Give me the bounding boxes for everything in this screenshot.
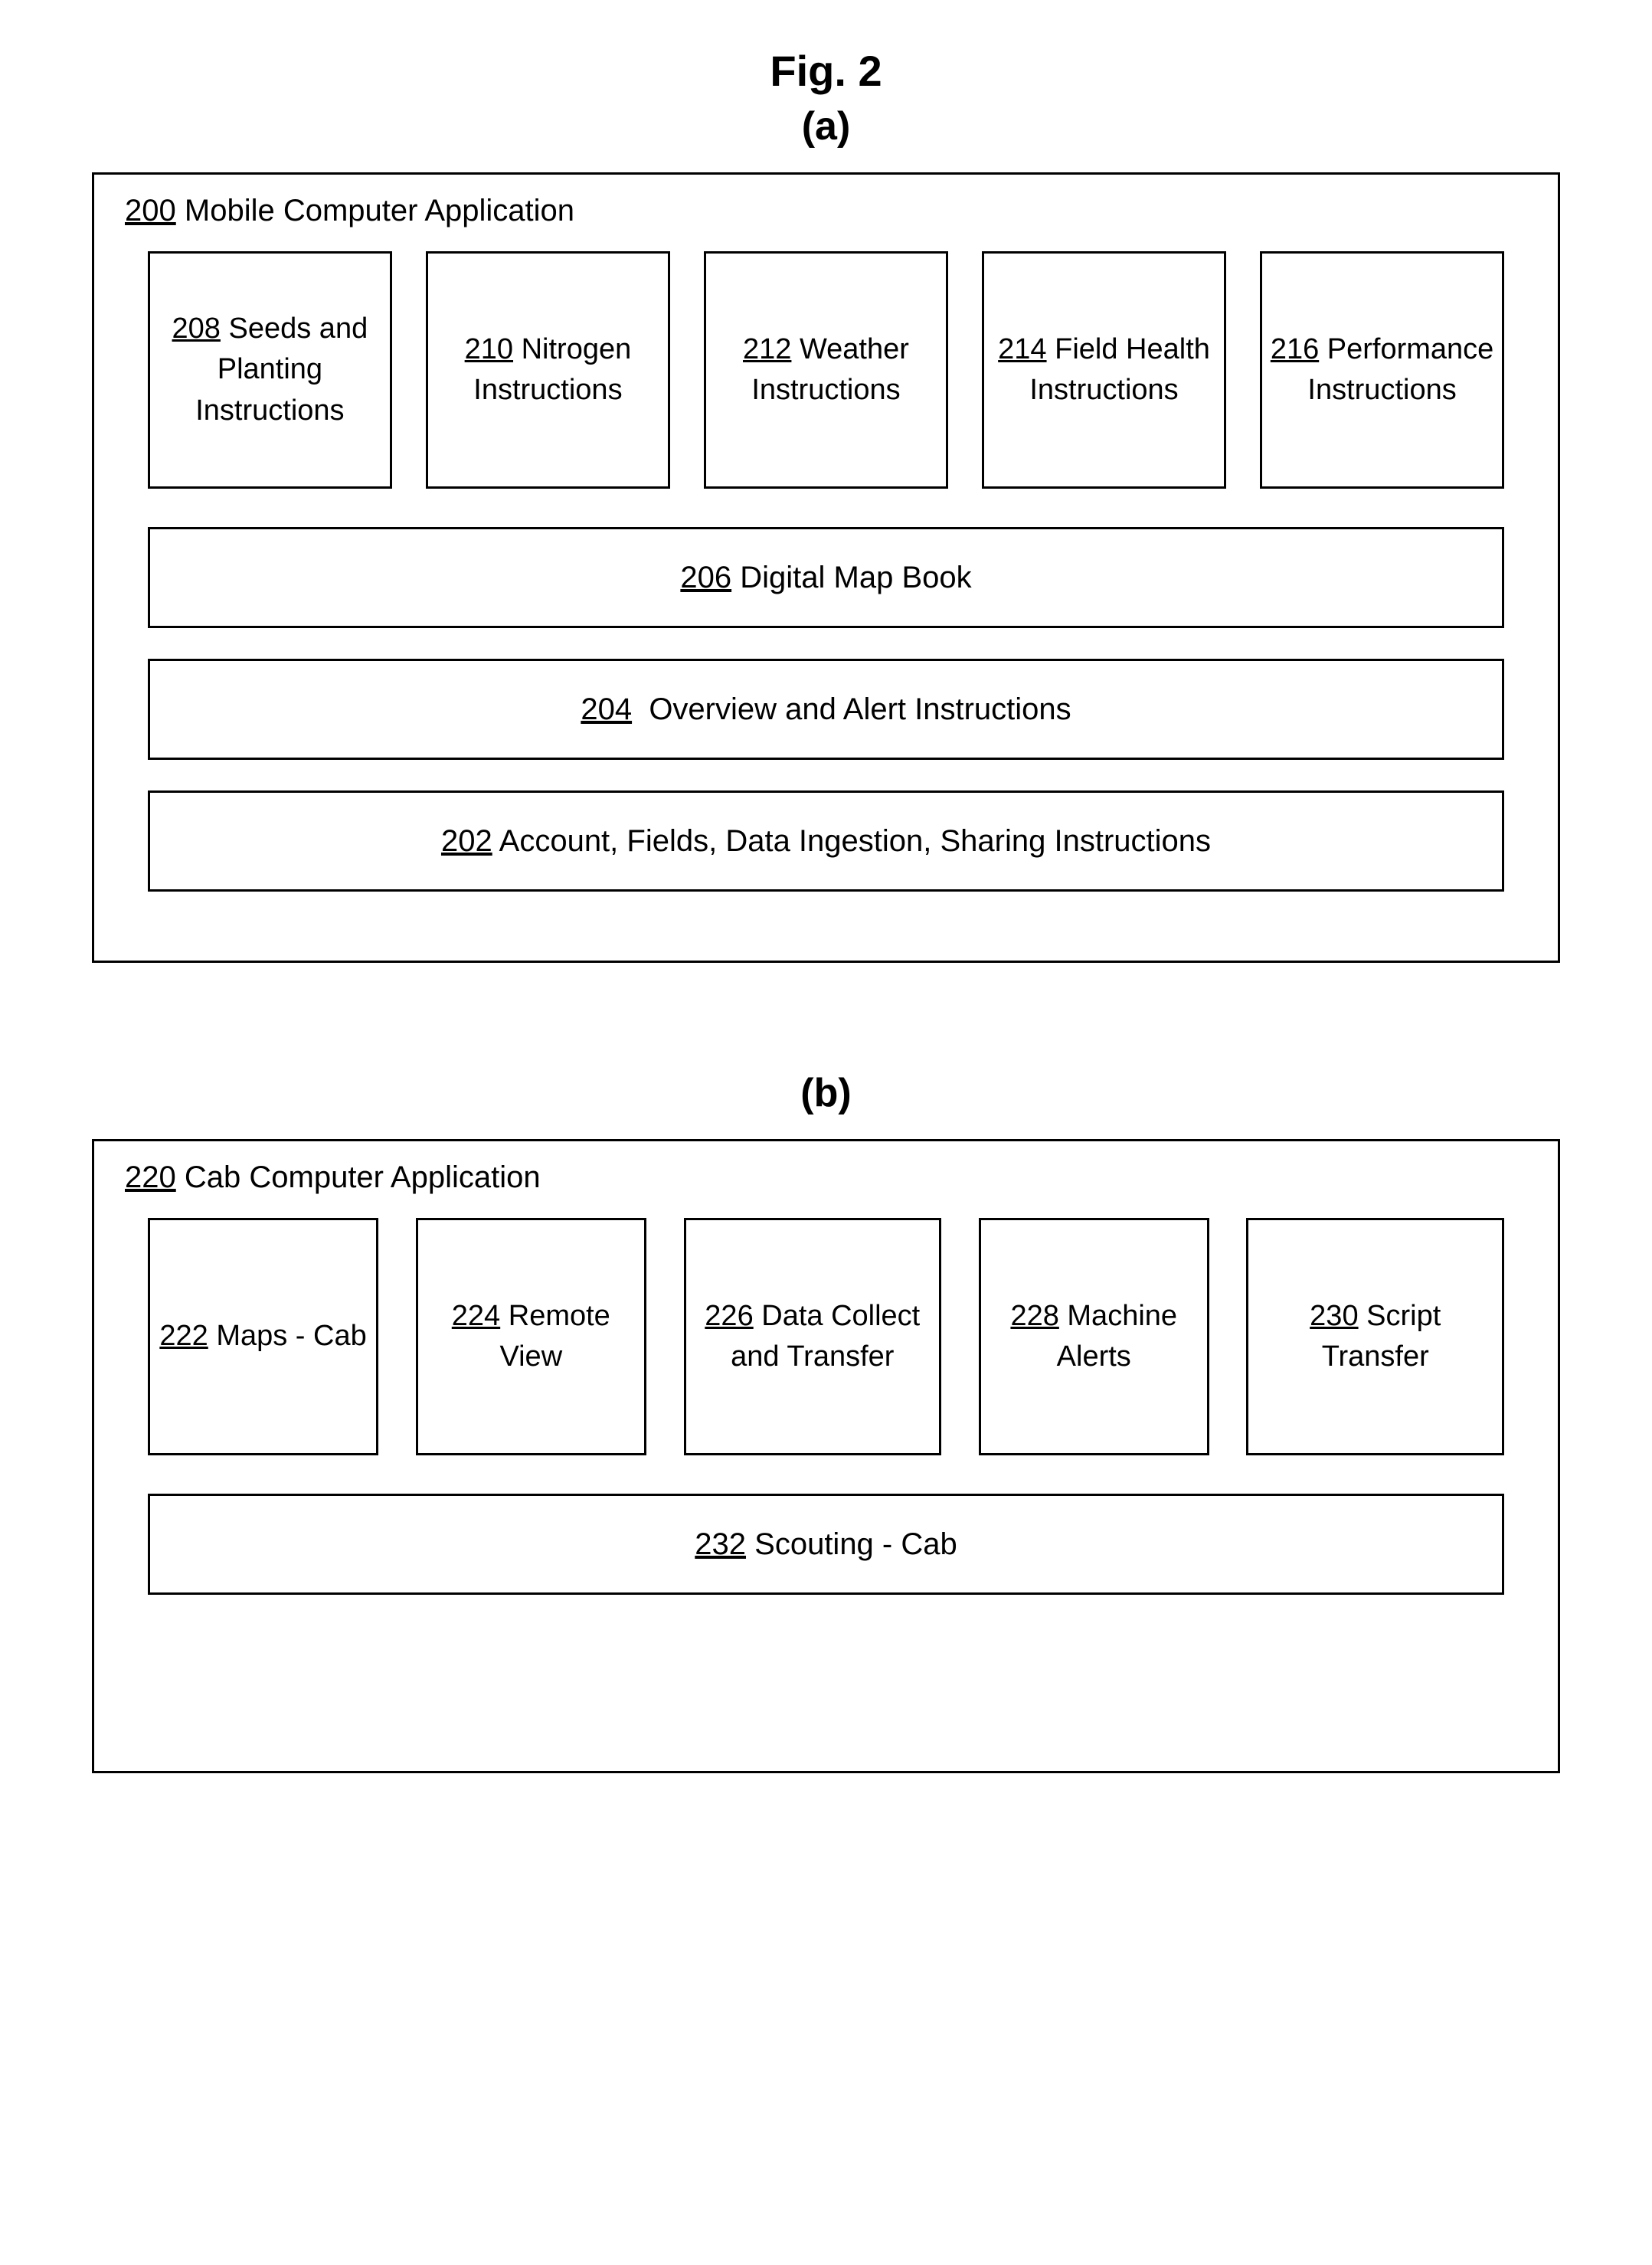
field-health-label: Field Health Instructions [1029,333,1210,406]
nitrogen-box: 210 Nitrogen Instructions [426,251,670,489]
ref-216: 216 [1271,333,1319,365]
ref-224: 224 [452,1300,500,1332]
overview-alert-label: Overview and Alert Instructions [649,692,1071,726]
ref-232: 232 [695,1527,746,1561]
ref-202: 202 [441,824,492,858]
account-fields-label: Account, Fields, Data Ingestion, Sharing… [499,824,1211,858]
scouting-cab-label: Scouting - Cab [754,1527,957,1561]
ref-230: 230 [1310,1300,1358,1332]
cab-app-title-label: Cab Computer Application [185,1160,541,1194]
digital-map-book-label: Digital Map Book [740,561,971,594]
subfigure-a-label: (a) [92,103,1560,149]
cab-app-title: 220 Cab Computer Application [125,1160,1527,1195]
remote-view-label: Remote View [499,1300,610,1373]
seeds-planting-box: 208 Seeds and Planting Instructions [148,251,392,489]
ref-220: 220 [125,1160,176,1194]
mobile-app-container: 200 Mobile Computer Application 208 Seed… [92,172,1560,963]
field-health-box: 214 Field Health Instructions [982,251,1226,489]
ref-200: 200 [125,194,176,227]
cab-app-top-row: 222 Maps - Cab 224 Remote View 226 Data … [125,1218,1527,1455]
maps-cab-box: 222 Maps - Cab [148,1218,378,1455]
data-collect-box: 226 Data Collect and Transfer [684,1218,941,1455]
subfigure-b-label: (b) [92,1070,1560,1116]
maps-cab-label: Maps - Cab [216,1320,366,1352]
scouting-cab-box: 232 Scouting - Cab [148,1494,1504,1595]
ref-228: 228 [1010,1300,1058,1332]
data-collect-label: Data Collect and Transfer [731,1300,920,1373]
ref-210: 210 [465,333,513,365]
performance-box: 216 Performance Instructions [1260,251,1504,489]
ref-226: 226 [705,1300,753,1332]
ref-208: 208 [172,313,221,345]
ref-222: 222 [159,1320,208,1352]
mobile-app-title: 200 Mobile Computer Application [125,194,1527,228]
digital-map-book-box: 206 Digital Map Book [148,527,1504,628]
ref-206: 206 [680,561,731,594]
script-transfer-box: 230 Script Transfer [1246,1218,1503,1455]
cab-app-container: 220 Cab Computer Application 222 Maps - … [92,1139,1560,1773]
machine-alerts-label: Machine Alerts [1057,1300,1177,1373]
ref-212: 212 [743,333,791,365]
overview-alert-box: 204 Overview and Alert Instructions [148,659,1504,760]
ref-204: 204 [581,692,632,726]
figure-title: Fig. 2 [92,46,1560,96]
machine-alerts-box: 228 Machine Alerts [979,1218,1209,1455]
account-fields-box: 202 Account, Fields, Data Ingestion, Sha… [148,790,1504,892]
performance-label: Performance Instructions [1307,333,1493,406]
seeds-planting-label: Seeds and Planting Instructions [195,313,368,426]
ref-214: 214 [998,333,1046,365]
remote-view-box: 224 Remote View [416,1218,646,1455]
mobile-app-title-label: Mobile Computer Application [185,194,574,227]
mobile-app-top-row: 208 Seeds and Planting Instructions 210 … [125,251,1527,489]
weather-box: 212 Weather Instructions [704,251,948,489]
